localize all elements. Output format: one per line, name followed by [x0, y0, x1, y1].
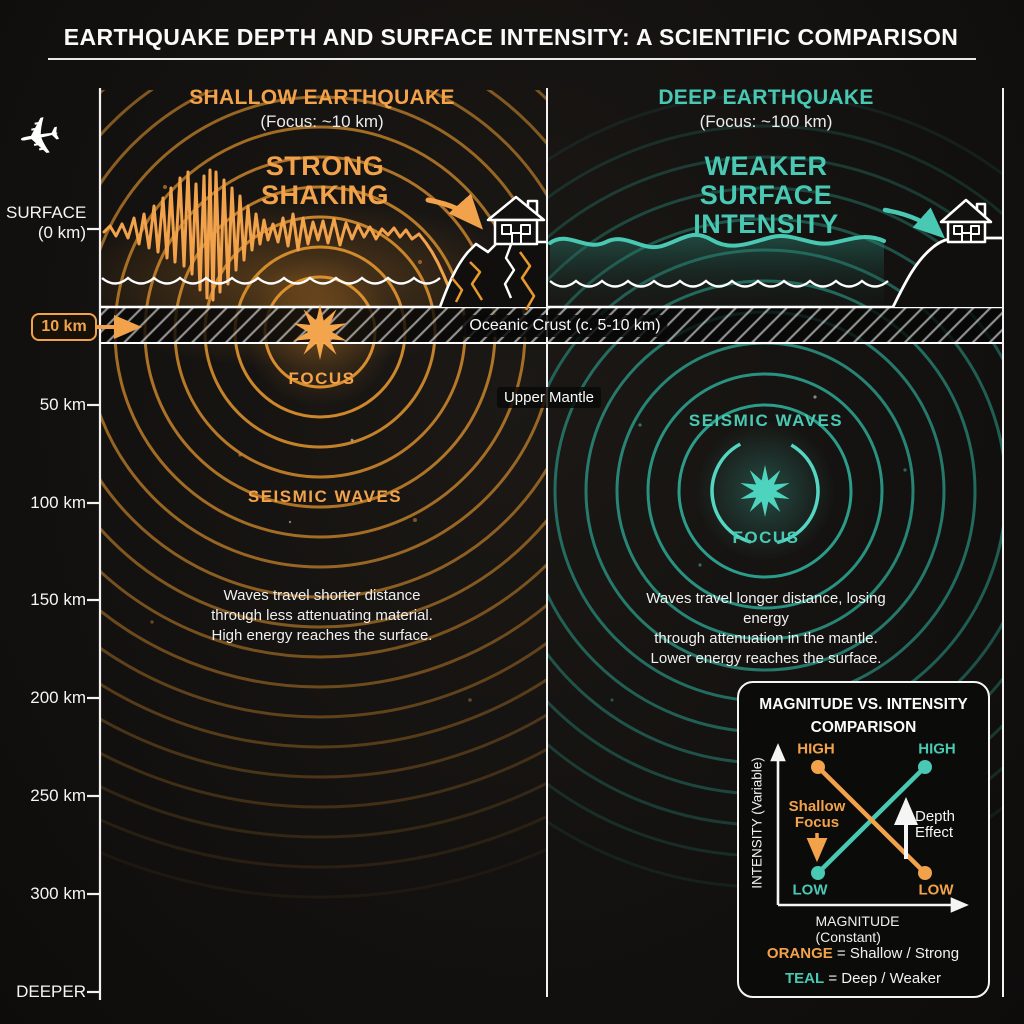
magnitude-intensity-chart: MAGNITUDE VS. INTENSITY COMPARISON INTEN… [737, 681, 990, 998]
depth-tick-label: 200 km [30, 688, 86, 707]
house-icon [939, 198, 993, 244]
chart-plot-area [770, 743, 969, 913]
right-panel-focus-depth: (Focus: ~100 km) [699, 112, 833, 131]
left-panel-focus-depth: (Focus: ~10 km) [260, 112, 384, 131]
depth-ticks [87, 227, 100, 994]
depth-tick-label: 100 km [30, 493, 86, 512]
page-title: EARTHQUAKE DEPTH AND SURFACE INTENSITY: … [63, 24, 959, 50]
data-points [811, 760, 932, 880]
upper-mantle-label: Upper Mantle [496, 387, 602, 408]
left-panel-header: SHALLOW EARTHQUAKE [189, 86, 455, 109]
title-underline [48, 58, 976, 60]
arrow-to-house-left [425, 193, 483, 230]
left-focus-label: FOCUS [288, 369, 356, 388]
legend-orange: ORANGE = Shallow / Strong [766, 945, 960, 962]
coastline-left [438, 240, 546, 311]
shallow-focus-annotation: Shallow Focus [788, 798, 846, 831]
chart-x-axis-label: MAGNITUDE (Constant) [815, 913, 900, 945]
teal-low-label: LOW [792, 881, 828, 899]
gentle-surface-wave [548, 233, 886, 306]
frame-lines [98, 88, 1004, 1000]
ground-cracks [451, 251, 536, 311]
legend-teal: TEAL = Deep / Weaker [784, 970, 942, 987]
focus-star-left [293, 304, 347, 360]
chart-y-axis-label: INTENSITY (Variable) [749, 757, 765, 889]
right-panel-header: DEEP EARTHQUAKE [658, 86, 874, 109]
airplane-icon: ✈ [13, 105, 67, 171]
seismogram-trace [102, 168, 451, 302]
right-description: Waves travel longer distance, losing ene… [646, 590, 886, 667]
depth-tick-label: 150 km [30, 590, 86, 609]
orange-high-label: HIGH [797, 740, 835, 758]
coastline-right [891, 236, 1002, 308]
weaker-intensity-callout: WEAKER SURFACE INTENSITY [693, 151, 839, 239]
oceanic-crust-band [101, 305, 1003, 344]
chart-axes [770, 743, 969, 913]
depth-effect-annotation: Depth Effect [915, 808, 956, 841]
left-seismic-waves-label: SEISMIC WAVES [247, 487, 403, 506]
chart-title: MAGNITUDE VS. INTENSITY COMPARISON [759, 696, 968, 736]
surface-label: SURFACE (0 km) [6, 203, 87, 242]
dust-specks [150, 185, 907, 702]
oceanic-crust-label: Oceanic Crust (c. 5-10 km) [462, 315, 668, 337]
depth-tick-label: 300 km [30, 884, 86, 903]
depth-tick-label: 50 km [39, 395, 86, 414]
teal-high-label: HIGH [918, 740, 956, 758]
depth-badge-10km: 10 km [31, 313, 97, 341]
right-focus-label: FOCUS [732, 528, 800, 547]
focus-star-right [740, 465, 790, 517]
arrow-to-house-right [882, 207, 946, 239]
strong-shaking-callout: STRONG SHAKING [260, 151, 390, 210]
deeper-label: DEEPER [16, 982, 86, 1001]
orange-low-label: LOW [918, 881, 954, 899]
water-line-right [549, 279, 889, 288]
left-description: Waves travel shorter distance through le… [211, 587, 433, 644]
depth-tick-label: 250 km [30, 786, 86, 805]
water-line-left [101, 276, 441, 285]
focus-inner-ring [710, 436, 820, 546]
right-seismic-waves-label: SEISMIC WAVES [688, 411, 844, 430]
house-icon [486, 195, 546, 246]
